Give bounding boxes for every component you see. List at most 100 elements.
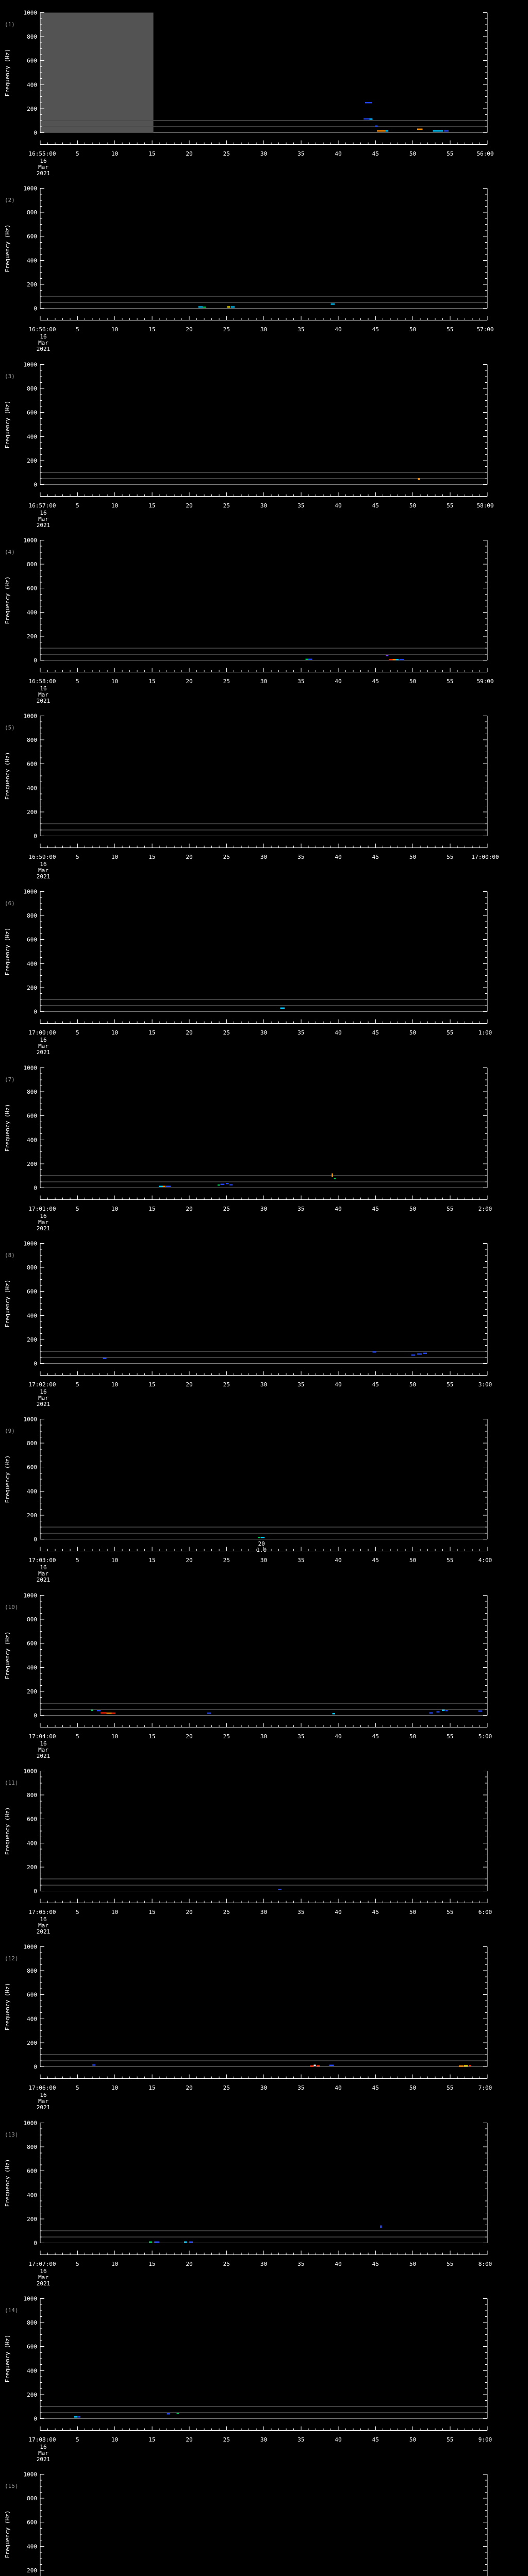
y-tick-label: 200 <box>27 1336 37 1343</box>
x-tick-label: 10 <box>111 1733 118 1740</box>
detection-speck <box>176 2413 179 2414</box>
x-tick-label: 10 <box>111 326 118 333</box>
x-tick-label: 55 <box>447 678 453 685</box>
y-tick-label: 800 <box>27 1440 37 1447</box>
y-tick-label: 1000 <box>24 1944 38 1951</box>
x-start-time-label: 16:55:00 <box>29 150 56 157</box>
x-tick-label: 10 <box>111 2261 118 2267</box>
x-tick-label: 10 <box>111 678 118 685</box>
y-tick-label: 600 <box>27 1640 37 1647</box>
detection-speck <box>417 128 423 130</box>
y-tick-label: 0 <box>34 1361 37 1367</box>
x-start-time-label: 16:57:00 <box>29 502 56 509</box>
detection-speck <box>468 2064 471 2066</box>
x-tick-label: 15 <box>148 1733 155 1740</box>
x-tick-label: 55 <box>447 854 453 860</box>
x-tick-label: 50 <box>409 1206 416 1212</box>
spectrogram-svg-14: 0 200 400 600 800 1000 Frequency (Hz) (14) 5 10 15… <box>4 2296 492 2463</box>
x-tick-label: 15 <box>148 1029 155 1036</box>
x-end-time-label: 58:00 <box>476 502 493 509</box>
x-tick-label: 55 <box>447 150 453 157</box>
x-start-time-label: 17:06:00 <box>29 2084 56 2091</box>
x-tick-label: 10 <box>111 1381 118 1388</box>
x-tick-label: 20 <box>186 326 192 333</box>
detection-speck <box>331 1173 333 1177</box>
x-tick-label: 35 <box>298 150 304 157</box>
y-tick-label: 200 <box>27 2040 37 2046</box>
y-tick-label: 400 <box>27 1840 37 1846</box>
panel-index-label: (10) <box>5 1604 19 1611</box>
x-tick-label: 5 <box>76 1206 79 1212</box>
detection-speck <box>260 1536 265 1538</box>
y-tick-label: 1000 <box>24 185 38 192</box>
y-axis-title: Frequency (Hz) <box>4 1280 11 1328</box>
x-tick-label: 25 <box>223 326 230 333</box>
date-line: 16 <box>40 2268 46 2275</box>
x-tick-label: 30 <box>260 1381 267 1388</box>
spectrogram-panel-5: 0 200 400 600 800 1000 Frequency (Hz) (5) 5 10 15 2… <box>0 703 528 880</box>
x-start-time-label: 17:01:00 <box>29 1206 56 1212</box>
date-line: 16 <box>40 1213 46 1219</box>
y-tick-label: 400 <box>27 2015 37 2022</box>
spectrogram-panel-14: 0 200 400 600 800 1000 Frequency (Hz) (14) 5 10 15… <box>0 2286 528 2463</box>
x-tick-label: 15 <box>148 502 155 509</box>
spectrogram-panel-3: 0 200 400 600 800 1000 Frequency (Hz) (3) 5 10 15 2… <box>0 352 528 529</box>
y-tick-label: 0 <box>34 657 37 664</box>
y-tick-label: 800 <box>27 912 37 919</box>
x-tick-label: 40 <box>335 502 341 509</box>
detection-speck <box>365 102 372 104</box>
y-axis-title: Frequency (Hz) <box>4 1807 11 1855</box>
x-tick-label: 35 <box>298 2261 304 2267</box>
y-tick-label: 600 <box>27 1816 37 1823</box>
detection-speck <box>364 118 372 120</box>
spectrogram-svg-7: 0 200 400 600 800 1000 Frequency (Hz) (7) 5 10 15 2… <box>4 1065 492 1232</box>
x-start-time-label: 16:56:00 <box>29 326 56 333</box>
x-tick-label: 40 <box>335 1381 341 1388</box>
x-tick-label: 35 <box>298 1733 304 1740</box>
detection-speck <box>372 1351 376 1353</box>
x-tick-label: 30 <box>260 1733 267 1740</box>
detection-speck <box>308 658 312 660</box>
detection-speck <box>227 306 230 308</box>
detection-speck <box>305 658 309 660</box>
x-tick-label: 55 <box>447 1557 453 1564</box>
date-line: 2021 <box>37 1753 51 1759</box>
detection-speck <box>314 2064 316 2066</box>
detection-speck <box>230 306 235 308</box>
date-line: 16 <box>40 510 46 516</box>
y-tick-label: 800 <box>27 1089 37 1095</box>
detection-speck <box>429 1712 433 1714</box>
x-start-time-label: 17:00:00 <box>29 1029 56 1036</box>
x-tick-label: 25 <box>223 1557 230 1564</box>
x-tick-label: 25 <box>223 1909 230 1916</box>
y-tick-label: 1000 <box>24 2296 38 2302</box>
x-tick-label: 10 <box>111 1557 118 1564</box>
x-end-time-label: 2:00 <box>478 1206 492 1212</box>
spectrogram-svg-4: 0 200 400 600 800 1000 Frequency (Hz) (4) 5 10 15 2… <box>4 537 494 704</box>
x-tick-label: 15 <box>148 326 155 333</box>
x-end-time-label: 59:00 <box>476 678 493 685</box>
x-tick-label: 15 <box>148 150 155 157</box>
date-line: Mar <box>38 2098 48 2105</box>
y-tick-label: 600 <box>27 2519 37 2526</box>
panel-index-label: (13) <box>5 2131 19 2138</box>
x-tick-label: 30 <box>260 678 267 685</box>
detection-speck <box>334 1178 336 1179</box>
y-tick-label: 200 <box>27 2216 37 2223</box>
panel-index-label: (6) <box>5 900 15 907</box>
y-axis-title: Frequency (Hz) <box>4 2159 11 2207</box>
spectrogram-svg-9: 0 200 400 600 800 1000 Frequency (Hz) (9) 5 10 15 2… <box>4 1416 492 1583</box>
detection-speck <box>317 2065 320 2066</box>
x-tick-label: 10 <box>111 1909 118 1916</box>
x-tick-label: 35 <box>298 2436 304 2443</box>
date-line: 16 <box>40 333 46 340</box>
x-end-time-label: 1:00 <box>478 1029 492 1036</box>
spectrogram-svg-2: 0 200 400 600 800 1000 Frequency (Hz) (2) 5 10 15 2… <box>4 185 494 352</box>
y-tick-label: 600 <box>27 1992 37 1998</box>
detection-speck <box>310 2065 314 2067</box>
detection-speck <box>91 1709 93 1711</box>
date-line: 2021 <box>37 170 51 176</box>
y-axis-title: Frequency (Hz) <box>4 1104 11 1152</box>
date-line: Mar <box>38 1747 48 1753</box>
x-tick-label: 5 <box>76 2084 79 2091</box>
